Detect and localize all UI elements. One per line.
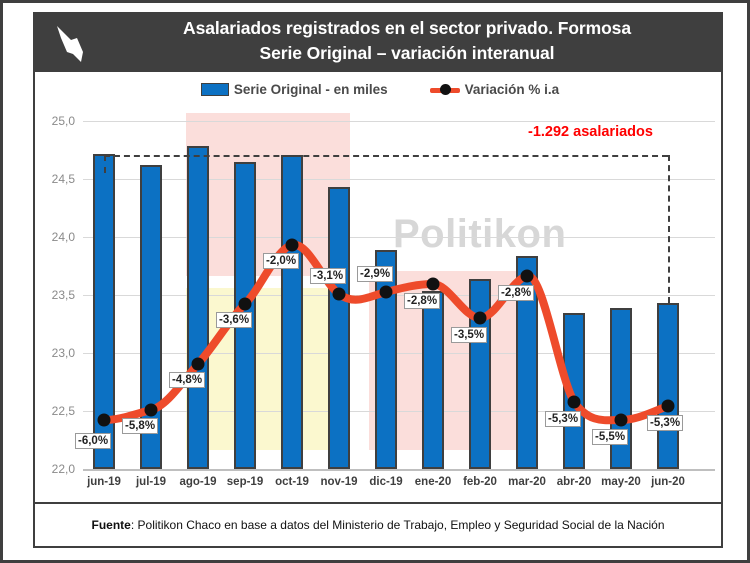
bar-nov-19[interactable] [328,187,350,469]
data-label-may-20: -5,5% [592,429,629,445]
page-title: Asalariados registrados en el sector pri… [107,16,707,66]
point-oct-19[interactable] [285,238,299,252]
data-label-ago-19: -4,8% [169,372,206,388]
watermark-politikon: Politikon [393,212,567,256]
gridline-24-0 [83,237,715,238]
legend-label-serie-original: Serie Original - en miles [233,82,388,97]
x-axis-line [83,469,715,471]
y-tick-label: 23,0 [51,346,75,360]
data-label-abr-20: -5,3% [545,411,582,427]
gridline-24-5 [83,179,715,180]
gridline-23-5 [83,295,715,296]
data-label-nov-19: -3,1% [310,268,347,284]
chart-panel: Serie Original - en miles Variación % i.… [33,72,723,504]
plot-area: Politikon 25,0 24,5 24,0 23,5 23,0 22,5 … [35,72,721,500]
gridline-22-5 [83,411,715,412]
title-bar: Asalariados registrados en el sector pri… [33,12,723,72]
x-tick-label: jul-19 [135,476,167,488]
gridline-25-0 [83,121,715,122]
point-nov-19[interactable] [332,287,346,301]
annotation-line-vertical [668,155,670,303]
point-sep-19[interactable] [238,297,252,311]
x-tick-label: sep-19 [226,476,264,488]
data-label-oct-19: -2,0% [263,253,300,269]
bar-may-20[interactable] [610,308,632,469]
x-tick-label: feb-20 [463,476,497,488]
gridline-23-0 [83,353,715,354]
bar-ago-19[interactable] [187,146,209,469]
shaded-region-pink-1 [186,113,350,276]
bar-feb-20[interactable] [469,279,491,469]
bar-ene-20[interactable] [422,291,444,469]
legend-item-variacion[interactable]: Variación % i.a [429,82,560,97]
bar-swatch-icon [200,83,229,96]
point-ene-20[interactable] [426,277,440,291]
x-tick-label: mar-20 [508,476,546,488]
y-tick-label: 24,0 [51,230,75,244]
annotation-line-horizontal [104,155,668,157]
politikon-chaco-logo [57,26,83,62]
data-label-jun-19: -6,0% [75,433,112,449]
y-tick-label: 22,5 [51,404,75,418]
data-label-jul-19: -5,8% [122,418,159,434]
y-tick-label: 24,5 [51,172,75,186]
source-note: Fuente: Politikon Chaco en base a datos … [92,518,665,532]
line-marker-swatch-icon [429,84,460,95]
x-tick-label: abr-20 [556,476,592,488]
x-tick-label: jun-20 [651,476,685,488]
annotation-label: -1.292 asalariados [528,124,653,140]
source-note-text: : Politikon Chaco en base a datos del Mi… [130,518,665,532]
y-tick-label: 23,5 [51,288,75,302]
point-mar-20[interactable] [520,269,534,283]
data-label-mar-20: -2,8% [498,285,535,301]
title-line-2: Serie Original – variación interanual [259,43,555,63]
legend-label-variacion: Variación % i.a [464,82,560,97]
x-tick-label: ene-20 [414,476,452,488]
y-tick-label: 22,0 [51,462,75,476]
x-tick-label: ago-19 [179,476,217,488]
point-jun-20[interactable] [661,399,675,413]
footer-bar: Fuente: Politikon Chaco en base a datos … [33,504,723,548]
bar-dic-19[interactable] [375,250,397,469]
y-tick-label: 25,0 [51,114,75,128]
legend-item-serie-original[interactable]: Serie Original - en miles [200,82,388,97]
data-label-jun-20: -5,3% [647,415,684,431]
point-may-20[interactable] [614,413,628,427]
bar-abr-20[interactable] [563,313,585,469]
data-label-feb-20: -3,5% [451,327,488,343]
point-jun-19[interactable] [97,413,111,427]
data-label-dic-19: -2,9% [357,266,394,282]
x-tick-label: jun-19 [87,476,121,488]
point-dic-19[interactable] [379,285,393,299]
point-ago-19[interactable] [191,357,205,371]
data-label-sep-19: -3,6% [216,312,253,328]
data-label-ene-20: -2,8% [404,293,441,309]
point-feb-20[interactable] [473,311,487,325]
bar-mar-20[interactable] [516,256,538,469]
x-tick-label: dic-19 [369,476,403,488]
point-abr-20[interactable] [567,395,581,409]
shaded-region-yellow [186,288,350,450]
chart-legend: Serie Original - en miles Variación % i.… [35,82,721,97]
annotation-tick-left [104,155,106,173]
bar-jul-19[interactable] [140,165,162,469]
point-jul-19[interactable] [144,403,158,417]
x-tick-label: may-20 [601,476,641,488]
source-note-prefix: Fuente [91,518,131,532]
x-tick-label: nov-19 [320,476,358,488]
title-line-1: Asalariados registrados en el sector pri… [183,18,631,38]
x-tick-label: oct-19 [275,476,309,488]
